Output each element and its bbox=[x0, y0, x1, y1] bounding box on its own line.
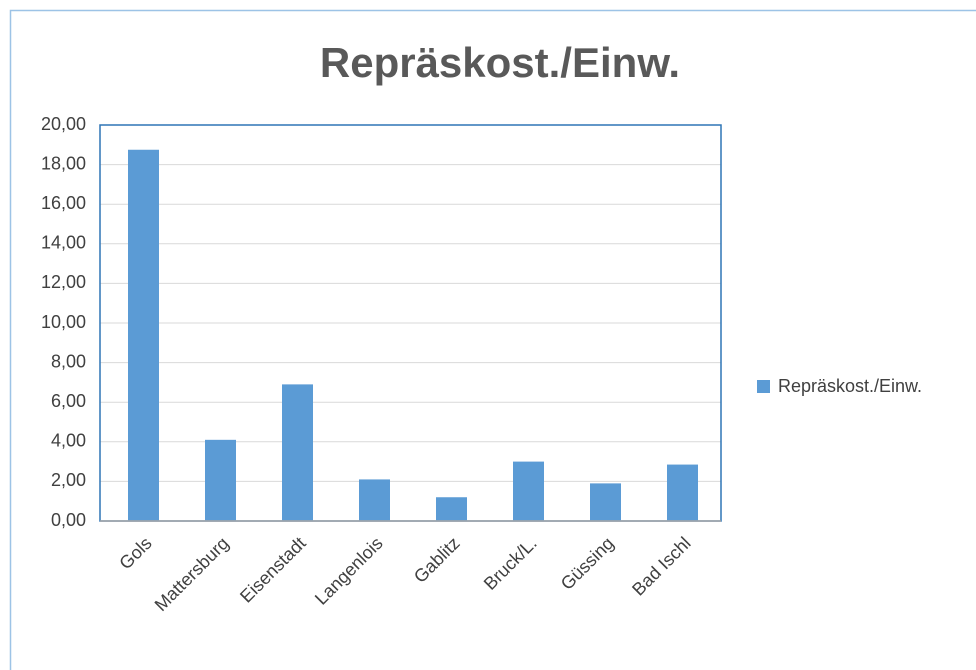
y-tick-label: 0,00 bbox=[51, 510, 86, 530]
y-tick-label: 20,00 bbox=[41, 114, 86, 134]
y-tick-label: 16,00 bbox=[41, 193, 86, 213]
chart-title: Repräskost./Einw. bbox=[320, 39, 680, 86]
bar bbox=[205, 439, 236, 521]
y-tick-label: 8,00 bbox=[51, 351, 86, 371]
bar bbox=[667, 464, 698, 521]
y-tick-label: 2,00 bbox=[51, 470, 86, 490]
legend-swatch bbox=[757, 380, 770, 393]
chart-border bbox=[9, 9, 976, 670]
bar bbox=[513, 461, 544, 521]
bar bbox=[128, 149, 159, 521]
y-tick-label: 14,00 bbox=[41, 233, 86, 253]
y-tick-label: 10,00 bbox=[41, 312, 86, 332]
bar bbox=[282, 384, 313, 521]
legend-label: Repräskost./Einw. bbox=[778, 376, 922, 396]
bar bbox=[436, 497, 467, 521]
bar bbox=[590, 483, 621, 521]
y-tick-label: 6,00 bbox=[51, 391, 86, 411]
y-tick-label: 18,00 bbox=[41, 153, 86, 173]
y-tick-label: 4,00 bbox=[51, 431, 86, 451]
y-tick-label: 12,00 bbox=[41, 272, 86, 292]
bar bbox=[359, 479, 390, 521]
